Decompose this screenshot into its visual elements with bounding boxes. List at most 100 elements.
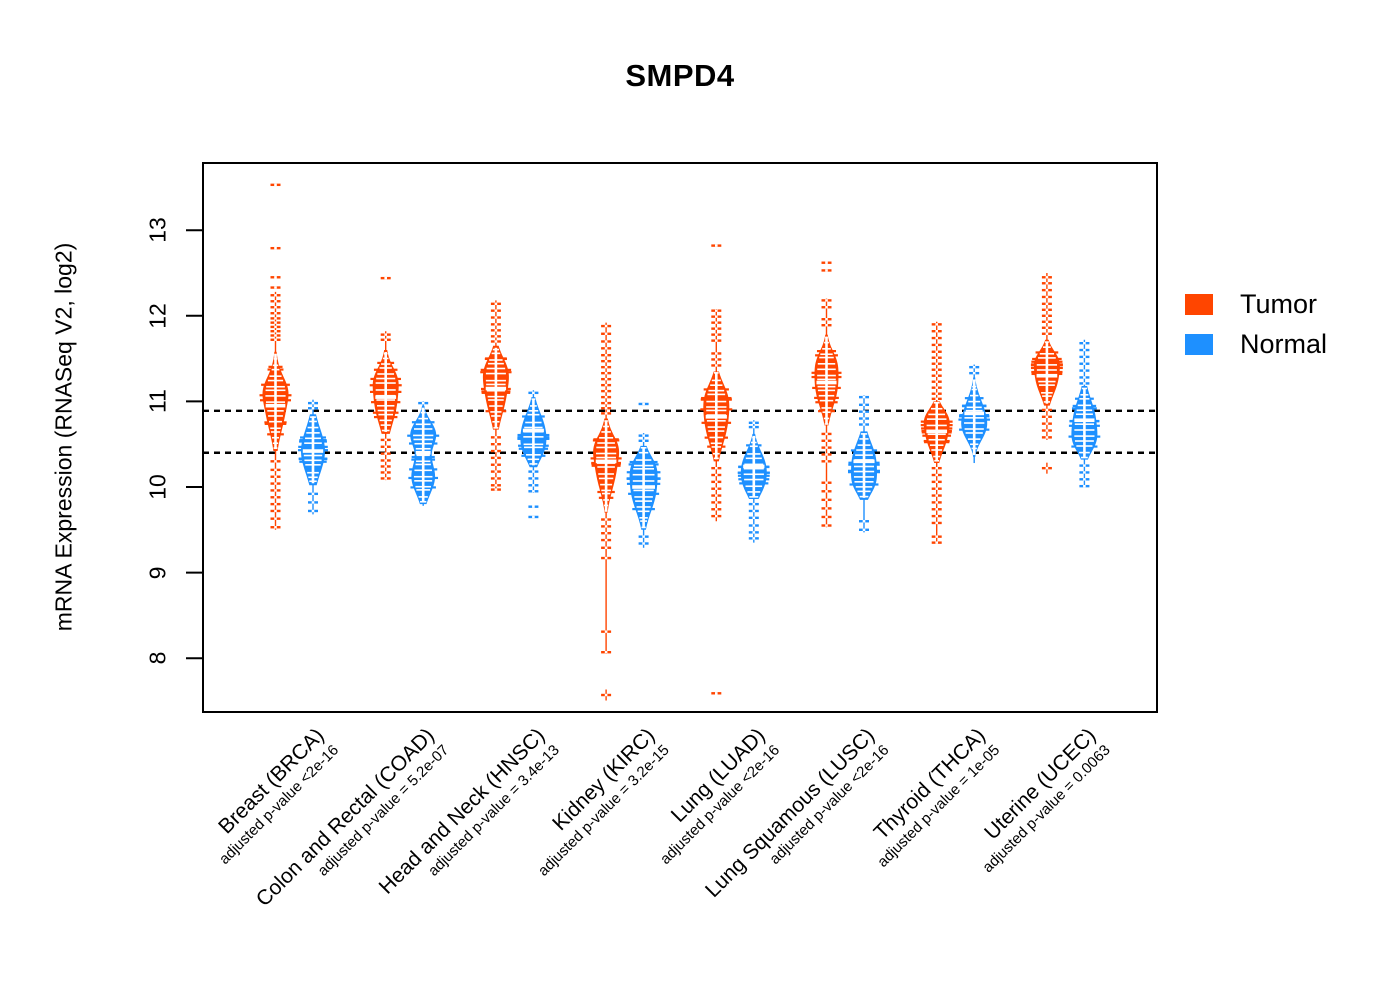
normal-bean-band	[639, 517, 648, 519]
normal-bean-band	[747, 491, 761, 493]
tumor-bean-dash-gap	[715, 494, 718, 497]
tumor-bean-dash-gap	[604, 525, 608, 528]
normal-bean-dash-gap	[862, 423, 866, 426]
normal-bean-dash-gap	[752, 502, 756, 506]
normal-bean-band	[413, 428, 433, 430]
tumor-bean-dash-gap	[274, 294, 277, 297]
tumor-bean-band	[604, 420, 608, 422]
tumor-bean-dash-gap	[935, 386, 938, 389]
tumor-bean-band	[601, 431, 611, 433]
tumor-bean-dash-gap	[715, 501, 718, 504]
tumor-bean-band	[595, 452, 617, 455]
tumor-bean-band	[713, 457, 719, 460]
tumor-bean-dash-gap	[274, 321, 277, 324]
normal-bean-band	[524, 426, 543, 429]
tumor-bean-band	[375, 382, 396, 384]
tumor-bean-band	[597, 442, 615, 444]
tumor-bean-dash-gap	[384, 276, 387, 280]
tumor-bean-band	[272, 442, 279, 445]
tumor-bean-center-band	[816, 380, 837, 385]
tumor-bean-dash-gap	[384, 438, 387, 442]
normal-bean-band	[635, 500, 653, 502]
tumor-bean-dash-gap	[715, 364, 718, 367]
normal-bean-dash-gap	[972, 371, 976, 375]
normal-bean-band	[971, 447, 977, 450]
tumor-bean-dash-gap	[274, 526, 277, 529]
tumor-bean-dash-gap	[1045, 332, 1049, 335]
normal-bean-center-band	[522, 428, 544, 433]
tumor-bean-band	[817, 374, 836, 377]
tumor-bean-dash-gap	[935, 466, 938, 470]
tumor-bean-band	[1043, 401, 1051, 403]
tumor-bean-dash-gap	[935, 541, 938, 544]
normal-bean-band	[413, 434, 434, 437]
normal-bean-band	[1074, 440, 1094, 442]
tumor-bean-dash-gap	[715, 327, 718, 330]
tumor-bean-dash-gap	[715, 244, 718, 247]
tumor-bean-band	[492, 348, 500, 351]
tumor-bean-dash-gap	[825, 498, 828, 502]
tumor-bean-band	[817, 363, 836, 365]
tumor-bean-dash-gap	[935, 514, 938, 518]
tumor-bean-dash-gap	[825, 324, 828, 327]
normal-bean-center-band	[302, 449, 324, 453]
tumor-bean-center-band	[1036, 373, 1058, 378]
tumor-bean-dash-gap	[384, 477, 387, 480]
tumor-bean-dash-gap	[1045, 295, 1049, 299]
tumor-bean-band	[492, 420, 500, 423]
tumor-bean-band	[383, 352, 388, 355]
tumor-bean-dash-gap	[604, 353, 608, 357]
tumor-bean-dash-gap	[1045, 466, 1049, 470]
normal-bean-band	[859, 495, 869, 498]
tumor-bean-band	[598, 473, 614, 475]
tumor-bean-band	[927, 433, 946, 436]
tumor-bean-dash-gap	[604, 693, 608, 697]
normal-bean-band	[972, 385, 977, 388]
tumor-bean-dash-gap	[604, 340, 608, 343]
tumor-bean-dash-gap	[715, 473, 718, 477]
normal-bean-band	[414, 442, 432, 445]
tumor-bean-dash-gap	[274, 183, 277, 187]
normal-bean-band	[416, 489, 431, 491]
normal-bean-band	[967, 438, 981, 440]
tumor-bean-band	[486, 367, 506, 370]
tumor-bean-dash-gap	[274, 509, 277, 513]
legend-row-normal: Normal	[1185, 324, 1327, 364]
normal-bean-band	[1081, 387, 1088, 390]
tumor-bean-band	[269, 420, 282, 423]
tumor-bean-dash-gap	[935, 356, 938, 359]
tumor-bean-dash-gap	[604, 630, 608, 633]
tumor-bean-band	[708, 389, 725, 392]
tumor-bean-center-band	[595, 459, 617, 464]
normal-bean-band	[1074, 423, 1095, 425]
tumor-bean-band	[706, 409, 727, 412]
normal-bean-band	[968, 400, 981, 403]
tumor-bean-dash-gap	[935, 368, 938, 371]
normal-bean-band	[749, 445, 758, 448]
normal-bean-dash-gap	[311, 401, 315, 405]
normal-bean-dash-gap	[1083, 348, 1086, 352]
tumor-bean-dash-gap	[604, 395, 608, 399]
tumor-bean-center-band	[926, 429, 948, 434]
normal-bean-band	[856, 449, 872, 451]
normal-bean-band	[306, 432, 320, 434]
normal-bean-dash-gap	[862, 410, 866, 413]
tumor-bean-dash-gap	[935, 535, 938, 538]
normal-bean-band	[416, 454, 430, 457]
normal-bean-band	[745, 457, 762, 460]
tumor-bean-dash-gap	[604, 347, 608, 350]
tumor-bean-band	[378, 413, 393, 416]
tumor-bean-band	[382, 357, 389, 360]
tumor-bean-dash-gap	[935, 323, 938, 326]
tumor-bean-dash-gap	[274, 482, 277, 485]
tumor-bean-dash-gap	[494, 488, 498, 491]
tumor-bean-dash-gap	[1045, 326, 1049, 329]
tumor-bean-band	[1038, 380, 1056, 383]
tumor-bean-band	[933, 455, 941, 458]
tumor-bean-dash-gap	[604, 407, 608, 410]
normal-bean-band	[853, 470, 875, 473]
tumor-bean-center-band	[265, 403, 286, 408]
tumor-bean-dash-gap	[715, 339, 718, 342]
tumor-bean-band	[601, 492, 611, 495]
normal-bean-band	[971, 388, 977, 391]
